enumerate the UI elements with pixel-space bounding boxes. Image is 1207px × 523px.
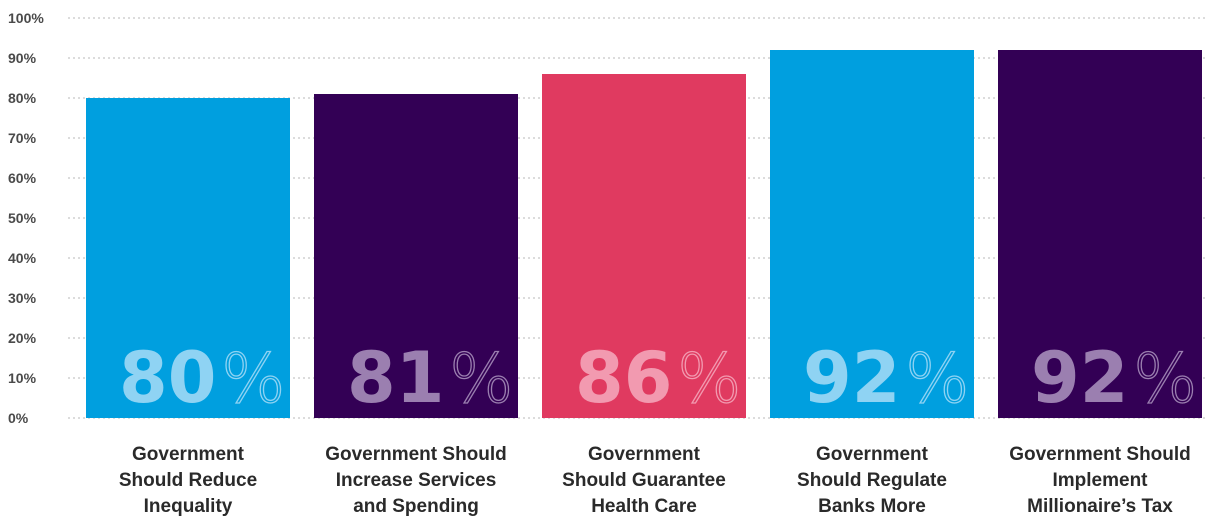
category-label: Government Should Guarantee Health Care bbox=[562, 444, 726, 517]
bar-value-label: 86 bbox=[575, 337, 672, 419]
bar-value-percent: % bbox=[677, 340, 742, 419]
y-tick-label: 30% bbox=[8, 290, 37, 306]
category-label: Government Should Implement Millionaire’s … bbox=[1009, 444, 1191, 517]
bar bbox=[998, 50, 1202, 418]
bars: 80% 81% 86% 92% 92% bbox=[86, 50, 1202, 420]
y-tick-label: 10% bbox=[8, 370, 37, 386]
bar-value-percent: % bbox=[221, 340, 286, 419]
y-tick-label: 40% bbox=[8, 250, 37, 266]
bar-value-label: 92 bbox=[803, 337, 900, 419]
y-tick-label: 20% bbox=[8, 330, 37, 346]
bar bbox=[770, 50, 974, 418]
bar bbox=[86, 98, 290, 418]
y-tick-label: 100% bbox=[8, 10, 44, 26]
bar-value-label: 80 bbox=[119, 337, 216, 419]
bar-value-percent: % bbox=[1133, 340, 1198, 419]
y-axis-ticks: 0% 10% 20% 30% 40% 50% 60% 70% 80% 90% 100% bbox=[8, 10, 44, 426]
y-tick-label: 80% bbox=[8, 90, 37, 106]
y-tick-label: 90% bbox=[8, 50, 37, 66]
y-tick-label: 50% bbox=[8, 210, 37, 226]
y-tick-label: 70% bbox=[8, 130, 37, 146]
category-label: Government Should Regulate Banks More bbox=[797, 444, 947, 517]
bar bbox=[314, 94, 518, 418]
y-tick-label: 60% bbox=[8, 170, 37, 186]
bar-value-label: 92 bbox=[1031, 337, 1128, 419]
category-label: Government Should Increase Services and Sp… bbox=[325, 444, 507, 517]
y-tick-label: 0% bbox=[8, 410, 29, 426]
bar-value-label: 81 bbox=[347, 337, 444, 419]
bar-value-percent: % bbox=[449, 340, 514, 419]
category-label: Government Should Reduce Inequality bbox=[119, 444, 257, 517]
category-labels: Government Should Reduce Inequality Governm… bbox=[119, 444, 1191, 517]
bar bbox=[542, 74, 746, 418]
bar-value-percent: % bbox=[905, 340, 970, 419]
